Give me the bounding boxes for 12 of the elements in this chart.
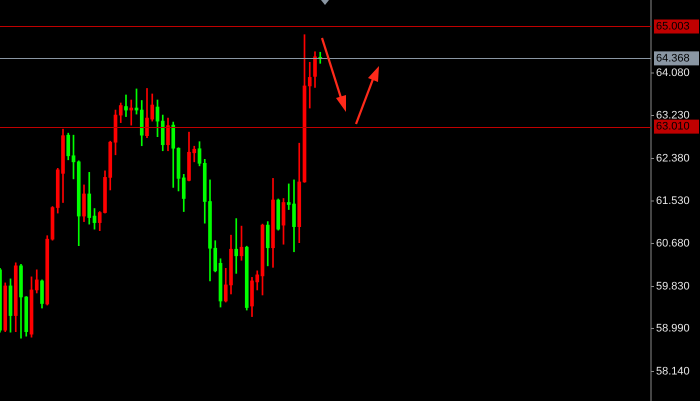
ref-line-label: 63.010 [656,120,690,133]
candlestick [124,94,128,117]
y-tick-label: 58.990 [656,322,690,335]
y-tick-label: 64.080 [656,66,690,79]
y-tick-label: 58.140 [656,365,690,378]
ref-line-label: 64.368 [656,52,690,64]
y-tick-label: 59.830 [656,280,690,292]
ref-line-label: 65.003 [656,20,690,33]
y-tick-label: 60.680 [656,238,690,250]
y-tick-label: 61.530 [656,195,690,208]
y-tick-label: 62.380 [656,152,690,164]
y-tick-label: 63.230 [656,110,690,122]
